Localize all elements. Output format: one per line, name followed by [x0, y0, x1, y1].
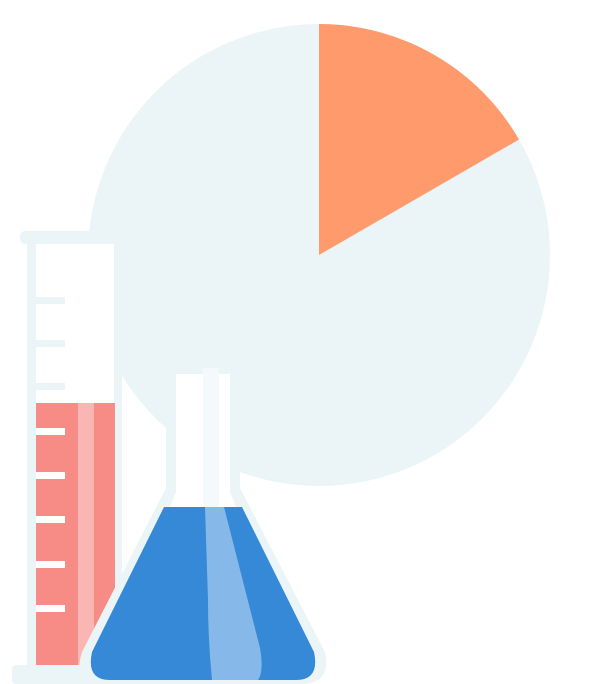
pie-wedge [319, 24, 519, 255]
tick [36, 340, 65, 347]
cylinder-rim [20, 231, 120, 244]
flask-liquid [90, 507, 316, 680]
tick [36, 516, 65, 523]
tick [36, 561, 65, 568]
tick [36, 472, 65, 479]
tick [36, 297, 65, 304]
tick [36, 428, 65, 435]
cylinder-wall [114, 240, 122, 668]
cylinder-empty [36, 244, 114, 403]
tick [36, 605, 65, 612]
liquid-highlight [205, 507, 262, 680]
flask [79, 368, 327, 684]
cylinder [12, 231, 142, 684]
liquid-highlight [78, 403, 94, 666]
tick [36, 383, 65, 390]
neck-highlight [203, 368, 219, 507]
cylinder-wall [27, 240, 36, 668]
